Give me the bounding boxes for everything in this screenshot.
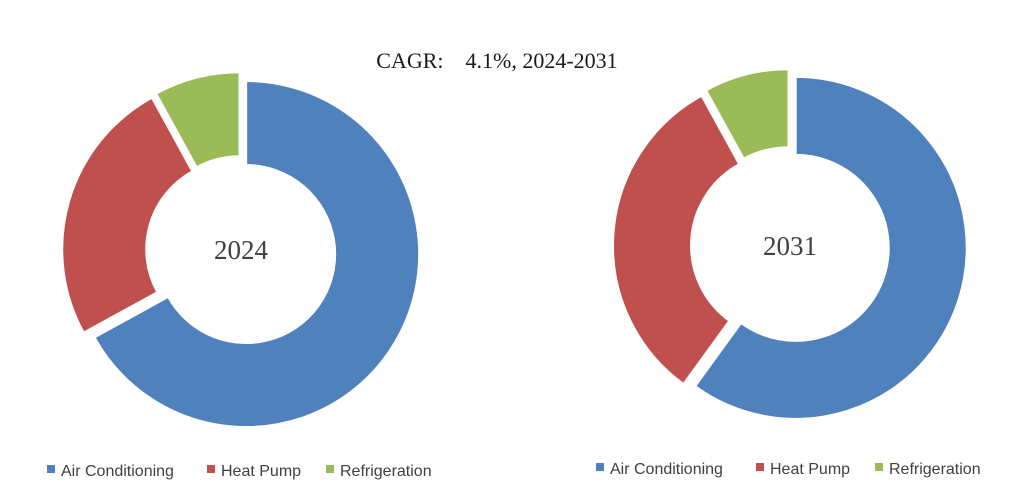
legend-label-heat-pump: Heat Pump bbox=[221, 463, 301, 480]
legend-label-refrigeration: Refrigeration bbox=[340, 463, 432, 480]
donut-slice-refrigeration bbox=[154, 71, 241, 169]
legend-label-heat-pump: Heat Pump bbox=[770, 461, 850, 478]
legend-swatch-heat-pump bbox=[207, 465, 215, 473]
donut-chart-2024 bbox=[61, 71, 421, 429]
legend-2031: Air Conditioning Heat Pump Refrigeration bbox=[596, 461, 981, 478]
legend-swatch-refrigeration bbox=[875, 463, 883, 471]
legend-label-refrigeration: Refrigeration bbox=[889, 461, 981, 478]
donut-chart-2031 bbox=[612, 68, 968, 420]
donut-slice-air-conditioning bbox=[693, 75, 968, 420]
donut-slice-air-conditioning bbox=[93, 80, 421, 429]
legend-swatch-refrigeration bbox=[326, 465, 334, 473]
legend-label-air-conditioning: Air Conditioning bbox=[610, 461, 723, 478]
donut-center-label-2031: 2031 bbox=[763, 231, 817, 261]
donut-slice-heat-pump bbox=[61, 96, 194, 335]
legend-label-air-conditioning: Air Conditioning bbox=[61, 463, 174, 480]
legend-swatch-heat-pump bbox=[756, 463, 764, 471]
legend-2024: Air Conditioning Heat Pump Refrigeration bbox=[47, 463, 432, 480]
chart-title: CAGR: 4.1%, 2024-2031 bbox=[376, 48, 617, 73]
donut-center-label-2024: 2024 bbox=[214, 235, 269, 265]
legend-swatch-air-conditioning bbox=[596, 463, 604, 471]
donut-slice-heat-pump bbox=[612, 94, 741, 386]
legend-swatch-air-conditioning bbox=[47, 465, 55, 473]
donut-slice-refrigeration bbox=[704, 68, 790, 161]
